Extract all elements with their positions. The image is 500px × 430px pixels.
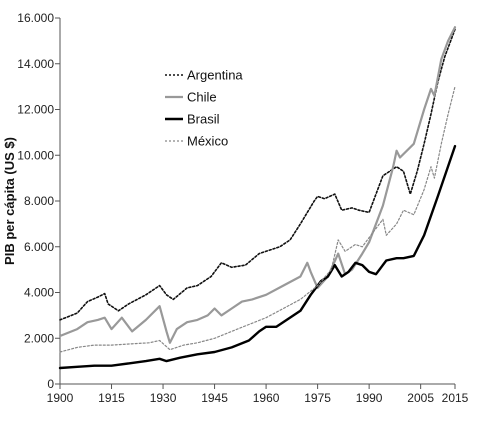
y-tick-label: 10.000 (17, 148, 54, 162)
x-tick-label: 1915 (98, 391, 125, 405)
x-tick-label: 1960 (253, 391, 280, 405)
legend-label-mexico: México (187, 134, 228, 149)
y-tick-label: 4.000 (24, 286, 54, 300)
y-tick-label: 14.000 (17, 57, 54, 71)
legend: Argentina Chile Brasil México (165, 68, 243, 149)
y-tick-label: 12.000 (17, 103, 54, 117)
x-tick-label: 1975 (304, 391, 331, 405)
series-line-brasil (58, 144, 457, 370)
y-tick-label: 2.000 (24, 331, 54, 345)
legend-label-brasil: Brasil (187, 112, 220, 127)
series-line-mexico (59, 86, 456, 353)
y-axis-label: PIB per cápita (US $) (2, 137, 17, 265)
y-tick-label: 16.000 (17, 11, 54, 25)
x-tick-label: 1930 (150, 391, 177, 405)
legend-label-chile: Chile (187, 90, 217, 105)
tick-group: 0 2.000 4.000 6.000 8.000 10.000 12.000 14.000 1… (17, 11, 468, 405)
x-tick-label: 1900 (47, 391, 74, 405)
series-layer (58, 26, 457, 370)
x-tick-label: 1945 (201, 391, 228, 405)
x-tick-label: 1990 (356, 391, 383, 405)
legend-label-argentina: Argentina (187, 68, 243, 83)
x-tick-label: 2005 (407, 391, 434, 405)
series-line-chile (58, 26, 457, 344)
series-line-argentina (59, 28, 456, 321)
y-tick-label: 6.000 (24, 240, 54, 254)
x-tick-label: 2015 (442, 391, 469, 405)
y-tick-label: 0 (47, 377, 54, 391)
y-tick-label: 8.000 (24, 194, 54, 208)
